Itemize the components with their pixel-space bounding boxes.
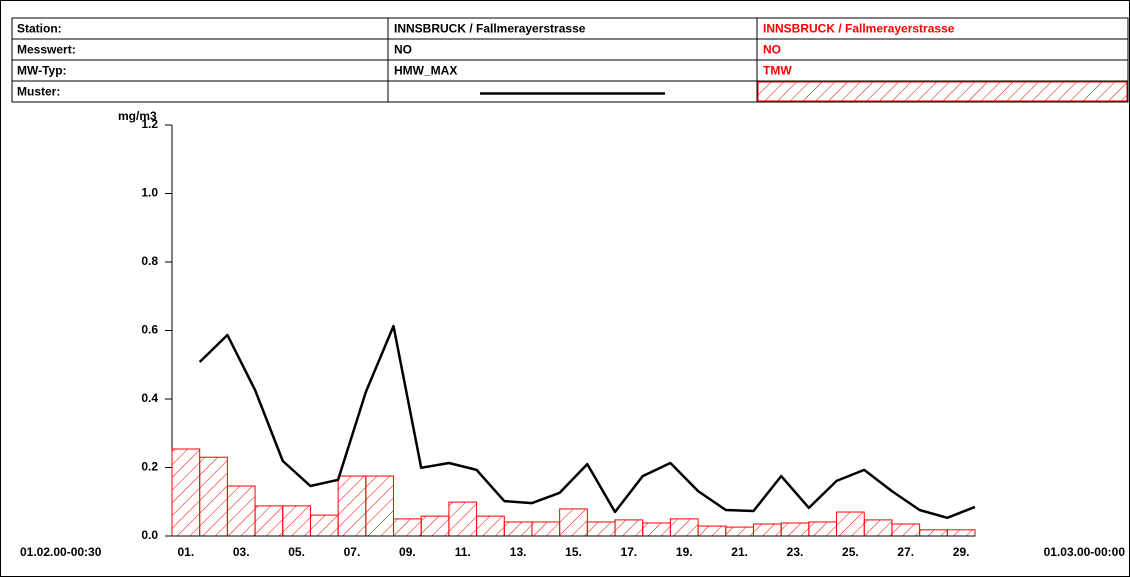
y-tick-label: 0.8 [141,254,158,268]
bar [836,511,865,537]
bar [669,518,699,537]
series-parameter: NO [763,43,781,57]
x-tick-label: 19. [676,545,693,559]
series-station: INNSBRUCK / Fallmerayerstrasse [763,22,955,36]
table-label: MW-Typ: [17,64,67,78]
x-tick-label: 01. [178,545,195,559]
bar [919,529,948,537]
bar [337,475,367,537]
y-tick-label: 0.6 [141,323,158,337]
x-tick-label: 11. [455,545,471,559]
x-tick-label: 15. [565,545,582,559]
bar [697,525,727,537]
bar [393,518,422,537]
x-tick-label: 21. [731,545,748,559]
bar [586,521,616,537]
bar [946,529,976,537]
y-unit: mg/m3 [118,109,157,123]
bar [420,515,450,537]
bar [531,521,561,537]
bar [863,519,893,537]
y-tick-label: 1.2 [141,117,158,131]
bar [448,501,478,537]
series-parameter: NO [394,43,412,57]
x-tick-label: 17. [621,545,638,559]
x-tick-label: 03. [233,545,250,559]
x-tick-label: 09. [399,545,416,559]
bar [559,508,588,537]
series-station: INNSBRUCK / Fallmerayerstrasse [394,22,586,36]
x-tick-label: 07. [344,545,361,559]
x-tick-label: 23. [787,545,804,559]
series-name: TMW [763,64,792,78]
bar [808,521,838,537]
x-tick-label: 13. [510,545,527,559]
bar [725,526,754,537]
bar [614,519,644,537]
x-end-label: 01.03.00-00:00 [1044,545,1126,559]
bar [254,505,284,537]
bar [309,514,339,537]
bar [476,515,505,537]
bar [226,485,256,537]
bar [642,522,671,537]
bar [171,448,201,537]
x-tick-label: 25. [842,545,859,559]
y-tick-label: 0.2 [141,460,158,474]
table-label: Station: [17,22,62,36]
x-tick-label: 27. [897,545,914,559]
bar [365,475,395,537]
bar [891,523,921,537]
x-start-label: 01.02.00-00:30 [20,545,102,559]
y-tick-label: 1.0 [141,186,158,200]
bar [199,456,228,537]
bar [780,522,810,537]
table-label: Muster: [17,85,60,99]
bar [503,521,533,537]
x-tick-label: 05. [288,545,305,559]
x-tick-label: 29. [953,545,970,559]
bar [282,505,311,537]
y-tick-label: 0.4 [141,391,158,405]
y-tick-label: 0.0 [141,528,158,542]
legend-swatch [757,81,1128,102]
series-name: HMW_MAX [394,64,457,78]
table-label: Messwert: [17,43,76,57]
bar [752,523,782,537]
line [198,324,976,520]
